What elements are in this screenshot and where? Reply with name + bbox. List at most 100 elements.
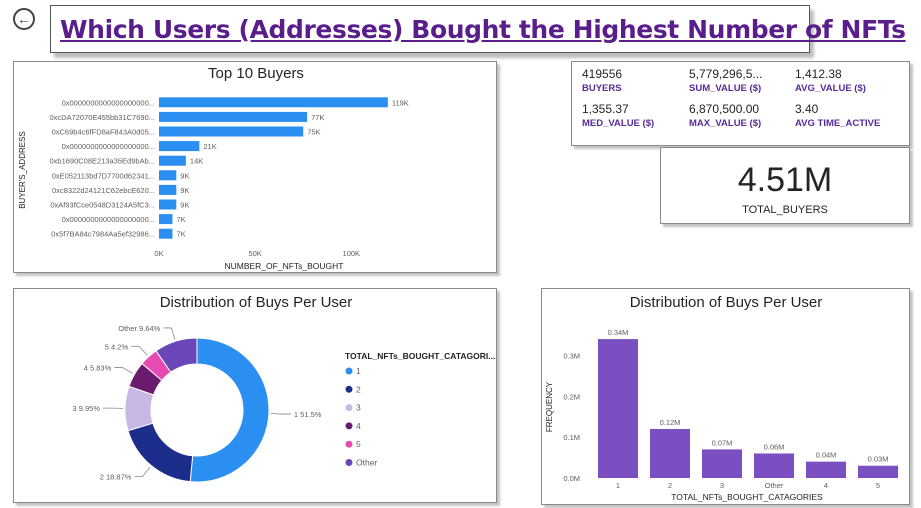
kpi-max-value-value: 6,870,500.00	[689, 102, 760, 116]
donut-legend-title: TOTAL_NFTs_BOUGHT_CATAGORI...	[345, 351, 495, 361]
distribution-x-axis-title: TOTAL_NFTs_BOUGHT_CATAGORIES	[671, 492, 823, 502]
kpi-avg-value: 1,412.38 AVG_VALUE ($)	[795, 67, 866, 94]
distribution-bar	[701, 449, 743, 478]
distribution-x-tick-label: 2	[668, 481, 672, 490]
kpi-max-value-label: MAX_VALUE ($)	[689, 118, 762, 129]
kpi-avg-value-label: AVG_VALUE ($)	[795, 83, 866, 94]
top10-bar	[159, 126, 304, 137]
top10-x-axis-title: NUMBER_OF_NFTs_BOUGHT	[224, 261, 343, 271]
donut-chart[interactable]: Distribution of Buys Per User 1 51.5% 2 18…	[13, 288, 497, 503]
donut-data-label: 2 18.87%	[100, 472, 132, 481]
donut-legend-label: 2	[356, 384, 361, 394]
kpi-max-value: 6,870,500.00 MAX_VALUE ($)	[689, 102, 761, 129]
top10-bar	[159, 228, 173, 239]
top10-data-label: 14K	[190, 157, 203, 166]
top-10-buyers-chart[interactable]: Top 10 Buyers 0x0000000000000000000... 119…	[13, 61, 497, 273]
donut-data-label: 4 5.83%	[84, 363, 112, 372]
donut-leader-line	[131, 345, 148, 356]
kpi-buyers: 419556 BUYERS	[582, 67, 622, 94]
donut-data-label: Other 9.64%	[118, 324, 160, 333]
distribution-y-tick-label: 0.1M	[563, 433, 580, 442]
distribution-bar	[649, 428, 691, 478]
top10-bar	[159, 170, 177, 181]
donut-legend-label: 3	[356, 403, 361, 413]
donut-legend-marker	[345, 385, 353, 393]
top10-bar	[159, 97, 388, 108]
kpi-avg-time-value: 3.40	[795, 102, 819, 116]
top-10-buyers-svg: Top 10 Buyers 0x0000000000000000000... 119…	[18, 65, 409, 271]
total-buyers-card[interactable]: 4.51M TOTAL_BUYERS	[660, 147, 910, 224]
distribution-x-tick-label: 3	[720, 481, 724, 490]
donut-legend-label: 1	[356, 366, 361, 376]
kpi-avg-time-label: AVG TIME_ACTIVE	[795, 118, 881, 129]
page-title-box: Which Users (Addresses) Bought the Highe…	[50, 5, 906, 53]
distribution-y-tick-label: 0.0M	[563, 474, 580, 483]
top10-category-label: 0x0000000000000000000...	[62, 142, 155, 151]
kpi-sum-value-value: 5,779,296,5...	[689, 67, 763, 81]
top10-x-tick-label: 50K	[248, 249, 261, 258]
top10-x-tick-label: 100K	[343, 249, 361, 258]
distribution-data-label: 0.03M	[868, 455, 889, 464]
kpi-med-value-label: MED_VALUE ($)	[582, 118, 655, 129]
distribution-x-tick-label: 1	[616, 481, 620, 490]
top10-data-label: 9K	[180, 186, 189, 195]
distribution-bar	[805, 461, 847, 478]
total-buyers-label: TOTAL_BUYERS	[742, 204, 828, 216]
top10-category-label: 0xAf93fCce0548D3124A5fC3...	[50, 201, 155, 210]
top10-category-label: 0xb1690C08E213a35Ed9bAb...	[49, 157, 155, 166]
distribution-title: Distribution of Buys Per User	[630, 294, 823, 311]
distribution-x-tick-label: Other	[765, 481, 784, 490]
donut-leader-line	[134, 466, 151, 477]
top10-data-label: 9K	[180, 201, 189, 210]
top10-category-label: 0x0000000000000000000...	[62, 215, 155, 224]
donut-legend-label: 4	[356, 421, 361, 431]
top10-category-label: 0xC69b4c6fFD8aF843A0d05...	[52, 128, 155, 137]
donut-legend-marker	[345, 367, 353, 375]
top10-bar	[159, 214, 173, 225]
top10-category-label: 0x5f7BA84c7984Aa5ef32986...	[51, 230, 155, 239]
kpi-avg-time: 3.40 AVG TIME_ACTIVE	[795, 102, 880, 129]
kpi-buyers-label: BUYERS	[582, 83, 622, 94]
donut-slice	[127, 422, 194, 483]
distribution-y-tick-label: 0.2M	[563, 392, 580, 401]
kpi-med-value: 1,355.37 MED_VALUE ($)	[582, 102, 654, 129]
distribution-y-axis-title: FREQUENCY	[545, 381, 554, 432]
kpi-sum-value: 5,779,296,5... SUM_VALUE ($)	[689, 67, 762, 94]
top10-x-tick-label: 0K	[154, 249, 163, 258]
top10-category-label: 0xE052113bd7D7700d62341...	[52, 171, 155, 180]
top10-data-label: 9K	[180, 171, 189, 180]
donut-leader-line	[270, 413, 291, 415]
distribution-data-label: 0.07M	[712, 438, 733, 447]
top10-data-label: 7K	[176, 230, 185, 239]
back-arrow-icon[interactable]: ←	[13, 8, 35, 30]
kpi-card[interactable]: 419556 BUYERS 5,779,296,5... SUM_VALUE (…	[571, 61, 910, 146]
kpi-avg-value-value: 1,412.38	[795, 67, 842, 81]
donut-legend-marker	[345, 459, 353, 466]
donut-legend-label: 5	[356, 439, 361, 449]
page-title: Which Users (Addresses) Bought the Highe…	[60, 14, 906, 44]
distribution-bar	[753, 453, 795, 478]
donut-data-label: 1 51.5%	[294, 410, 322, 419]
top10-bar	[159, 199, 177, 210]
donut-data-label: 3 9.95%	[72, 404, 100, 413]
donut-leader-line	[163, 327, 176, 340]
top10-bar	[159, 111, 308, 122]
distribution-bar-svg: Distribution of Buys Per User 0.0M 0.1M 0.2…	[545, 294, 899, 502]
donut-data-label: 5 4.2%	[105, 342, 129, 351]
total-buyers-value: 4.51M	[737, 161, 833, 199]
distribution-x-tick-label: 5	[876, 481, 880, 490]
top10-data-label: 7K	[176, 215, 185, 224]
top10-bar	[159, 141, 200, 152]
top10-bar	[159, 184, 177, 195]
donut-slice	[155, 337, 198, 373]
top10-data-label: 21K	[203, 142, 216, 151]
distribution-bar-chart[interactable]: Distribution of Buys Per User 0.0M 0.1M 0.2…	[541, 288, 910, 505]
donut-slice	[189, 337, 270, 483]
distribution-bar	[857, 465, 899, 478]
distribution-x-tick-label: 4	[824, 481, 828, 490]
top10-category-label: 0xcDA72070E455bb31C7690...	[50, 113, 156, 122]
donut-legend-marker	[345, 422, 353, 430]
distribution-data-label: 0.12M	[660, 418, 681, 427]
kpi-sum-value-label: SUM_VALUE ($)	[689, 83, 762, 94]
donut-chart-svg: Distribution of Buys Per User 1 51.5% 2 18…	[72, 294, 495, 483]
